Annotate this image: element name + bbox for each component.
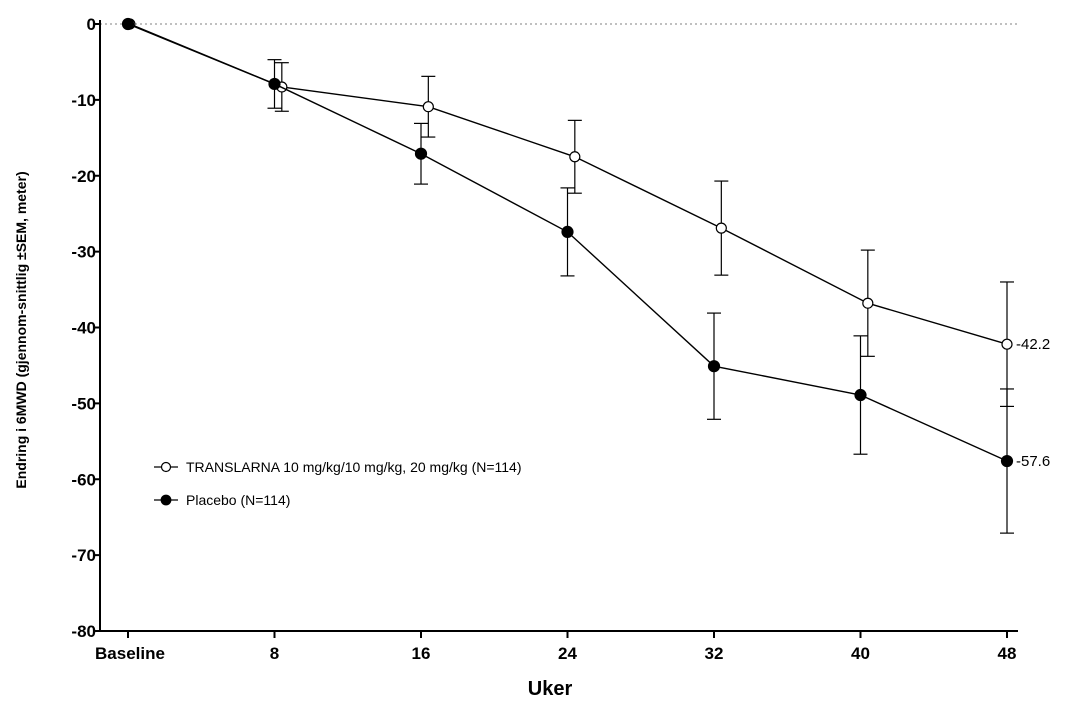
data-point xyxy=(1000,454,1014,468)
data-point xyxy=(268,77,281,91)
data-point xyxy=(561,225,574,238)
x-axis-title: Uker xyxy=(528,678,573,700)
y-tick-label: -50 xyxy=(71,394,96,413)
legend-marker xyxy=(160,461,172,473)
y-tick-label: -20 xyxy=(71,167,96,186)
data-point xyxy=(715,222,727,234)
legend-label: Placebo (N=114) xyxy=(186,492,290,508)
end-value-label: -57.6 xyxy=(1016,453,1050,470)
x-axis: Baseline 8 16 24 32 40 48 xyxy=(95,630,1018,663)
x-tick-label: 48 xyxy=(998,644,1017,663)
x-tick-label: 16 xyxy=(412,644,431,663)
data-point xyxy=(1001,338,1013,350)
x-tick-label: 40 xyxy=(851,644,870,663)
y-axis-title: Endring i 6MWD (gjennom-snittlig ±SEM, m… xyxy=(13,171,29,488)
data-point xyxy=(854,388,867,402)
legend-item: Placebo (N=114) xyxy=(154,492,290,508)
y-tick-label: -80 xyxy=(71,622,96,641)
y-tick-label: -60 xyxy=(71,470,96,489)
data-point xyxy=(422,101,434,113)
end-value-label: -42.2 xyxy=(1016,336,1050,353)
y-tick-label: -40 xyxy=(71,319,96,338)
data-point xyxy=(707,360,721,373)
series-placebo: -57.6 xyxy=(121,17,1050,534)
data-point xyxy=(414,147,428,160)
legend-label: TRANSLARNA 10 mg/kg/10 mg/kg, 20 mg/kg (… xyxy=(186,459,522,475)
legend-item: TRANSLARNA 10 mg/kg/10 mg/kg, 20 mg/kg (… xyxy=(154,459,522,475)
series-layer: -42.2 -57.6 xyxy=(121,17,1050,534)
data-point xyxy=(121,17,135,31)
data-point xyxy=(569,151,581,163)
x-tick-label: 24 xyxy=(558,644,577,663)
y-tick-label: -10 xyxy=(71,91,96,110)
x-tick-label: 8 xyxy=(270,644,279,663)
series-translarna: -42.2 xyxy=(124,18,1050,408)
y-axis: 0 -10 -20 -30 -40 -50 -60 -70 -80 xyxy=(71,15,101,641)
series-line xyxy=(129,23,1008,345)
y-tick-label: 0 xyxy=(87,15,96,34)
y-tick-label: -70 xyxy=(71,546,96,565)
legend-marker xyxy=(160,494,172,506)
x-tick-label: 32 xyxy=(705,644,724,663)
data-point xyxy=(862,297,874,309)
legend: TRANSLARNA 10 mg/kg/10 mg/kg, 20 mg/kg (… xyxy=(154,459,522,508)
x-tick-label: Baseline xyxy=(95,644,165,663)
y-tick-label: -30 xyxy=(71,243,96,262)
